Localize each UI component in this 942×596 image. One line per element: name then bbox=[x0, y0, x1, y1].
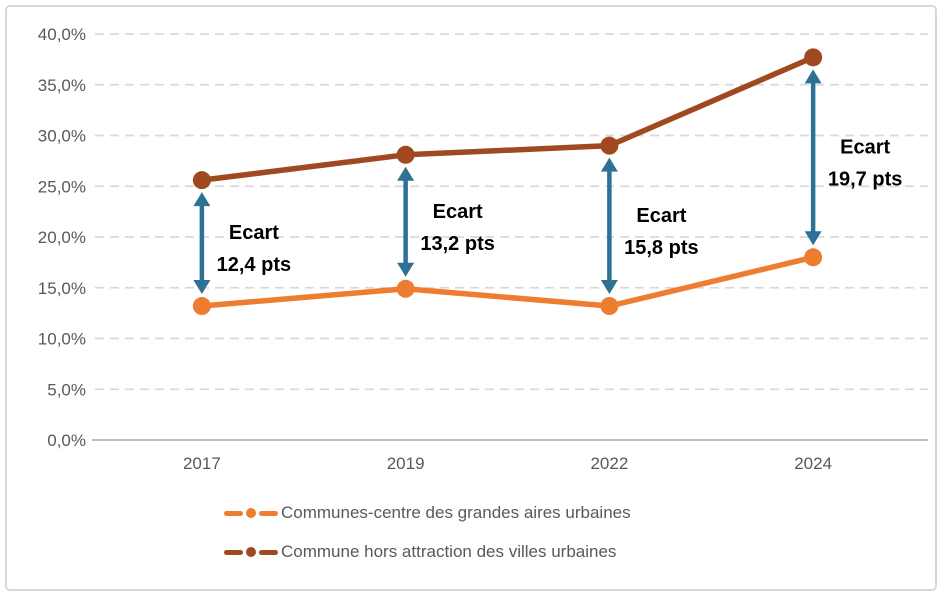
y-axis-tick-label: 15,0% bbox=[38, 279, 86, 298]
ecart-arrow-head-down bbox=[397, 262, 415, 277]
y-axis-tick-label: 40,0% bbox=[38, 25, 86, 44]
legend-dash bbox=[224, 549, 243, 555]
x-axis-tick-label: 2022 bbox=[590, 454, 628, 473]
x-axis-tick-label: 2019 bbox=[387, 454, 425, 473]
y-axis-tick-label: 35,0% bbox=[38, 76, 86, 95]
ecart-arrow-head-up bbox=[600, 157, 618, 172]
ecart-annotation-value: 15,8 pts bbox=[624, 237, 698, 259]
data-point-series1-2022 bbox=[600, 136, 619, 155]
y-axis-tick-label: 25,0% bbox=[38, 177, 86, 196]
data-point-series1-2019 bbox=[396, 145, 415, 164]
data-point-series0-2022 bbox=[600, 297, 619, 316]
legend-dash bbox=[259, 510, 278, 516]
ecart-arrow-head-down bbox=[600, 280, 618, 295]
ecart-arrow-head-up bbox=[193, 192, 211, 207]
data-point-series0-2024 bbox=[804, 248, 823, 267]
series-line-1 bbox=[199, 54, 816, 183]
x-axis-tick-label: 2017 bbox=[183, 454, 221, 473]
ecart-arrow-head-up bbox=[804, 69, 822, 84]
data-point-series1-2024 bbox=[804, 48, 823, 67]
ecart-arrow-head-up bbox=[397, 166, 415, 181]
chart-legend: Communes-centre des grandes aires urbain… bbox=[224, 500, 631, 565]
line-dot-marker-icon bbox=[224, 547, 278, 557]
ecart-annotation-value: 13,2 pts bbox=[420, 233, 494, 255]
legend-dash bbox=[224, 510, 243, 516]
x-axis-tick-label: 2024 bbox=[794, 454, 832, 473]
ecart-annotation-value: 19,7 pts bbox=[828, 168, 902, 190]
y-axis-tick-label: 0,0% bbox=[47, 431, 86, 450]
y-axis-tick-label: 20,0% bbox=[38, 228, 86, 247]
y-axis-tick-label: 5,0% bbox=[47, 380, 86, 399]
ecart-annotation-title: Ecart bbox=[433, 201, 483, 223]
legend-dot bbox=[246, 508, 256, 518]
y-axis-tick-label: 10,0% bbox=[38, 330, 86, 349]
ecart-annotation-value: 12,4 pts bbox=[217, 254, 291, 276]
ecart-annotation-title: Ecart bbox=[229, 222, 279, 244]
legend-label-hors-attraction: Commune hors attraction des villes urbai… bbox=[281, 542, 617, 561]
legend-label-communes-centre: Communes-centre des grandes aires urbain… bbox=[281, 503, 631, 522]
data-point-series1-2017 bbox=[192, 171, 211, 190]
legend-item-hors-attraction: Commune hors attraction des villes urbai… bbox=[224, 539, 631, 565]
data-point-series0-2017 bbox=[192, 297, 211, 316]
ecart-arrow-head-down bbox=[804, 231, 822, 246]
ecart-annotation-title: Ecart bbox=[840, 136, 890, 158]
data-point-series0-2019 bbox=[396, 279, 415, 298]
line-dot-marker-icon bbox=[224, 508, 278, 518]
legend-dot bbox=[246, 547, 256, 557]
legend-dash bbox=[259, 549, 278, 555]
y-axis-tick-label: 30,0% bbox=[38, 127, 86, 146]
series-line-0 bbox=[199, 254, 816, 309]
legend-item-communes-centre: Communes-centre des grandes aires urbain… bbox=[224, 500, 631, 526]
ecart-annotation-title: Ecart bbox=[636, 205, 686, 227]
ecart-arrow-head-down bbox=[193, 280, 211, 295]
